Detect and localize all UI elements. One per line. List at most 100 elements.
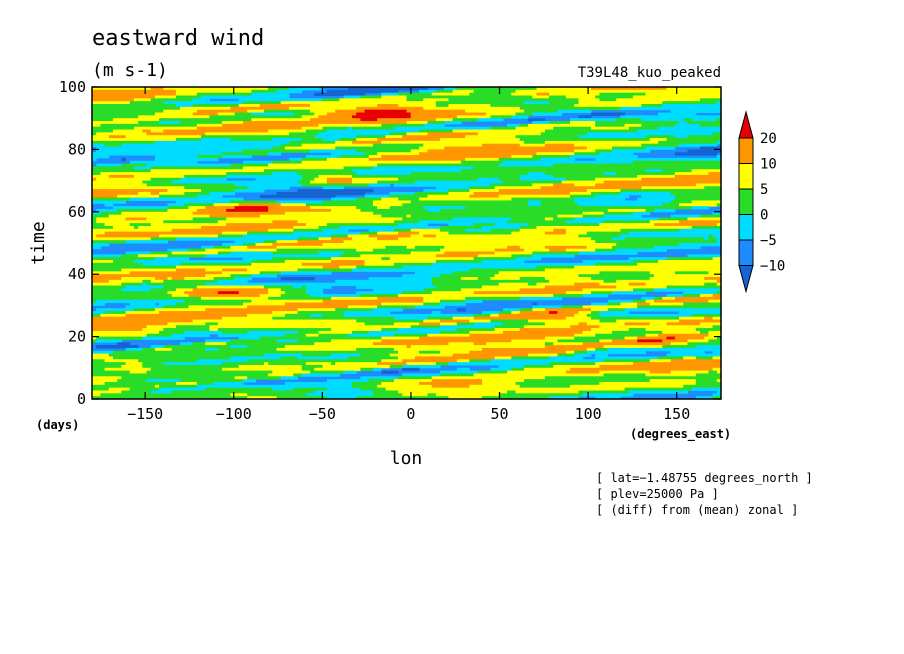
heatmap-cell [314, 177, 319, 182]
heatmap-cell [301, 135, 307, 139]
heatmap-cell [364, 98, 370, 102]
heatmap-cell [364, 87, 370, 91]
heatmap-cell [238, 115, 244, 119]
heatmap-cell [318, 174, 324, 179]
heatmap-cell [167, 163, 173, 167]
heatmap-cell [209, 155, 215, 159]
heatmap-cell [402, 101, 407, 105]
heatmap-cell [326, 89, 332, 94]
heatmap-cell [461, 126, 466, 131]
heatmap-cell [175, 121, 181, 125]
heatmap-cell [586, 143, 592, 148]
heatmap-cell [549, 146, 554, 150]
heatmap-cell [704, 121, 709, 125]
heatmap-cell [389, 155, 395, 159]
heatmap-cell [221, 101, 227, 105]
heatmap-cell [364, 143, 370, 148]
heatmap-cell [561, 106, 567, 111]
heatmap-cell [687, 177, 693, 182]
heatmap-cell [154, 115, 160, 119]
heatmap-cell [679, 172, 684, 176]
heatmap-cell [620, 169, 626, 173]
heatmap-cell [201, 157, 206, 162]
heatmap-cell [465, 152, 470, 156]
heatmap-cell [414, 183, 420, 187]
heatmap-cell [209, 129, 215, 133]
heatmap-cell [620, 95, 626, 99]
heatmap-cell [565, 183, 571, 187]
chart-title: eastward wind [92, 26, 264, 51]
heatmap-cell [263, 177, 269, 182]
heatmap-cell [100, 123, 106, 128]
heatmap-cell [528, 132, 533, 136]
heatmap-cell [565, 98, 571, 102]
heatmap-cell [519, 174, 525, 179]
heatmap-cell [557, 166, 563, 170]
heatmap-cell [389, 177, 395, 182]
heatmap-cell [163, 183, 168, 187]
heatmap-cell [507, 132, 512, 136]
heatmap-cell [221, 132, 227, 136]
heatmap-cell [695, 89, 701, 94]
heatmap-cell [461, 183, 466, 187]
heatmap-cell [528, 146, 533, 150]
heatmap-cell [108, 186, 114, 190]
heatmap-cell [393, 174, 399, 179]
heatmap-cell [431, 177, 437, 182]
heatmap-cell [331, 138, 336, 142]
heatmap-cell [351, 98, 357, 102]
heatmap-cell [192, 101, 198, 105]
heatmap-cell [435, 104, 441, 108]
heatmap-cell [481, 98, 487, 102]
heatmap-cell [494, 157, 500, 162]
heatmap-cell [322, 132, 328, 136]
heatmap-cell [184, 172, 189, 176]
heatmap-cell [528, 92, 533, 97]
heatmap-cell [427, 172, 433, 176]
heatmap-cell [360, 143, 366, 148]
heatmap-cell [540, 106, 546, 111]
heatmap-cell [712, 143, 718, 148]
heatmap-cell [238, 174, 244, 179]
heatmap-cell [280, 129, 286, 133]
heatmap-cell [704, 146, 709, 150]
heatmap-cell [557, 174, 563, 179]
heatmap-cell [679, 132, 684, 136]
heatmap-cell [574, 138, 579, 142]
heatmap-cell [632, 129, 638, 133]
heatmap-cell [150, 89, 156, 94]
heatmap-cell [196, 106, 202, 111]
heatmap-cell [624, 115, 630, 119]
heatmap-cell [553, 140, 558, 145]
heatmap-cell [393, 95, 399, 99]
heatmap-cell [406, 169, 412, 173]
heatmap-cell [444, 109, 449, 114]
heatmap-cell [582, 166, 588, 170]
heatmap-cell [465, 155, 470, 159]
heatmap-cell [293, 89, 298, 94]
heatmap-cell [226, 123, 231, 128]
heatmap-cell [322, 160, 328, 165]
heatmap-cell [641, 157, 647, 162]
heatmap-cell [465, 89, 470, 94]
heatmap-cell [490, 149, 496, 153]
heatmap-cell [452, 129, 458, 133]
heatmap-cell [121, 109, 127, 114]
heatmap-cell [247, 140, 252, 145]
heatmap-cell [704, 169, 709, 173]
heatmap-cell [532, 149, 537, 153]
heatmap-cell [230, 135, 236, 139]
heatmap-cell [347, 121, 353, 125]
heatmap-cell [175, 160, 181, 165]
heatmap-cell [205, 132, 210, 136]
heatmap-cell [448, 152, 454, 156]
heatmap-cell [217, 118, 223, 122]
heatmap-cell [578, 87, 584, 91]
heatmap-cell [704, 132, 709, 136]
heatmap-cell [343, 92, 349, 97]
heatmap-cell [305, 118, 311, 122]
heatmap-cell [347, 152, 353, 156]
heatmap-cell [188, 186, 194, 190]
heatmap-cell [314, 183, 319, 187]
heatmap-cell [632, 146, 638, 150]
